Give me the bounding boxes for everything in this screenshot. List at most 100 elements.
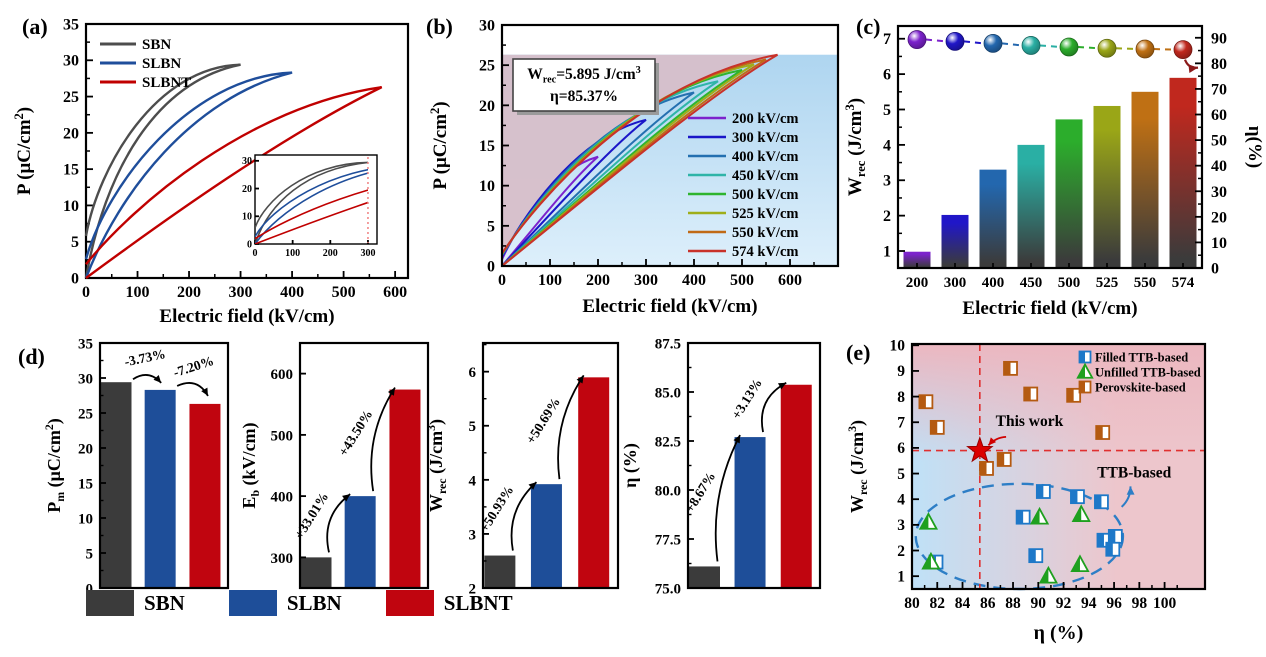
x-tick-label: 300 xyxy=(360,248,375,259)
eta-connector xyxy=(963,40,985,45)
y-tick-label: 0 xyxy=(247,239,252,250)
y-tick-label-right: 70 xyxy=(1211,81,1227,98)
x-tick-label: 200 xyxy=(323,248,338,259)
x-tick-label: 400 xyxy=(682,272,706,289)
eta-connector xyxy=(1039,44,1061,48)
x-tick-label: 100 xyxy=(538,272,562,289)
x-tick-label: 400 xyxy=(982,275,1005,291)
panel-d-legend: SBN SLBN SLBNT xyxy=(86,590,513,616)
legend-label: 300 kV/cm xyxy=(732,130,798,146)
eta-point-550 xyxy=(1135,39,1155,59)
y-tick-label: 30 xyxy=(242,156,252,167)
y-tick-label: 10 xyxy=(479,178,495,195)
legend-swatch xyxy=(385,590,434,616)
pct-annotation: +33.01% xyxy=(291,490,331,542)
y-tick-label: 82.5 xyxy=(655,435,681,451)
y-tick-label: 15 xyxy=(479,138,495,155)
y-tick-label: 87.5 xyxy=(655,337,681,353)
subchart-3: 75.077.580.082.585.087.5η (%)+8.67%+3.13… xyxy=(620,337,822,598)
panel-b-pe-loop-chart: 0 100 200 300 400 500 600 0 5 10 15 20 25 30 Electric … xyxy=(428,17,840,317)
x-tick-label: 94 xyxy=(1081,595,1097,612)
y-tick-label: 25 xyxy=(78,407,93,423)
y-tick-label: 25 xyxy=(479,58,495,75)
eta-connector xyxy=(925,38,947,43)
wrec-annotation: Wrec=5.895 J/cm3 xyxy=(527,65,640,85)
y-axis-title: P (μC/cm2) xyxy=(428,101,451,189)
wrec-bar-300 xyxy=(941,214,969,268)
y-tick-label: 77.5 xyxy=(655,533,681,549)
y-tick-label: 35 xyxy=(63,16,79,33)
x-tick-label: 550 xyxy=(1134,275,1157,291)
legend-label: SBN xyxy=(142,37,171,53)
arrow-head xyxy=(342,494,351,502)
y-tick-label: 20 xyxy=(242,184,252,195)
eta-point-300 xyxy=(945,31,965,51)
y-tick-label: 7 xyxy=(897,415,905,432)
legend-label: Unfilled TTB-based xyxy=(1095,366,1201,380)
scatter-point-fill xyxy=(980,461,987,475)
scatter-point-fill xyxy=(1097,533,1104,547)
legend-item-SBN: SBN xyxy=(86,590,185,616)
plot-background-overlay xyxy=(912,344,1205,589)
y-tick-label: 0 xyxy=(71,270,79,287)
arrow-head xyxy=(1126,486,1135,495)
annotation-arrow xyxy=(557,374,585,480)
eta-point-574 xyxy=(1173,40,1193,60)
wrec-bar-200 xyxy=(903,251,931,268)
x-tick-label: 300 xyxy=(634,272,658,289)
y-tick-label: 35 xyxy=(78,337,93,353)
pct-annotation: -7.20% xyxy=(171,353,215,380)
y-axis-title: Wrec (J/cm3) xyxy=(424,419,449,512)
scatter-point-fill xyxy=(997,452,1005,466)
legend-label: 450 kV/cm xyxy=(732,168,798,184)
legend-marker-fill xyxy=(1079,381,1085,393)
y-tick-label-right: 30 xyxy=(1211,184,1227,201)
legend-label: 525 kV/cm xyxy=(732,206,798,222)
eta-point-200 xyxy=(907,30,927,49)
arrow-head xyxy=(201,387,208,396)
y-tick-label: 300 xyxy=(271,551,294,567)
x-tick-label: 500 xyxy=(332,284,356,301)
y-tick-label: 25 xyxy=(63,89,79,106)
y-tick-label-right: 20 xyxy=(1211,209,1227,226)
x-tick-label: 92 xyxy=(1056,595,1072,612)
bar-SBN xyxy=(689,566,720,588)
y-tick-label-right: 60 xyxy=(1211,107,1227,124)
eta-connector xyxy=(1153,48,1175,51)
subchart-1: 300 400 500 600 Eb (kV/cm) +33.01%+43.50% xyxy=(239,341,430,590)
annotation-arrow xyxy=(176,382,209,397)
panel-label-c: (c) xyxy=(856,14,881,39)
y-tick-label: 5 xyxy=(897,466,905,483)
scatter-point-fill xyxy=(1036,485,1044,499)
legend-label: SLBN xyxy=(142,56,181,72)
y-axis-title: Pm (μC/cm2) xyxy=(42,418,67,513)
y-tick-label: 4 xyxy=(883,137,891,154)
wrec-bar-574 xyxy=(1169,77,1197,268)
y-tick-label: 80.0 xyxy=(655,484,681,500)
y-tick-label: 2 xyxy=(897,543,905,560)
y-tick-label: 6 xyxy=(469,365,477,381)
inset-loop-SLBN xyxy=(255,168,368,244)
y-tick-label: 3 xyxy=(883,173,891,190)
x-tick-label: 300 xyxy=(229,284,253,301)
y-tick-label-right: 90 xyxy=(1211,30,1227,47)
eta-connector xyxy=(1001,42,1023,47)
panel-d-comparison-bar-charts: 05101520253035Pm (μC/cm2)-3.73%-7.20%300… xyxy=(42,337,822,598)
bar-SLBNT xyxy=(780,384,812,588)
y-tick-label: 5 xyxy=(883,102,891,119)
y-tick-label: 5 xyxy=(487,218,495,235)
x-axis-title: Electric field (kV/cm) xyxy=(159,306,334,327)
bar-SLBN xyxy=(144,389,176,588)
x-tick-label: 0 xyxy=(253,248,258,259)
y-tick-label: 6 xyxy=(897,440,905,457)
eta-connector xyxy=(1077,45,1099,50)
pct-annotation: -3.73% xyxy=(123,346,167,369)
annotation-box xyxy=(512,58,656,112)
arrow-head xyxy=(576,375,584,384)
y-tick-label: 15 xyxy=(78,477,93,493)
legend-swatch xyxy=(86,590,134,616)
arrow-head xyxy=(528,482,537,490)
pe-loop-SBN xyxy=(84,63,241,279)
scatter-point-fill xyxy=(1040,567,1049,583)
